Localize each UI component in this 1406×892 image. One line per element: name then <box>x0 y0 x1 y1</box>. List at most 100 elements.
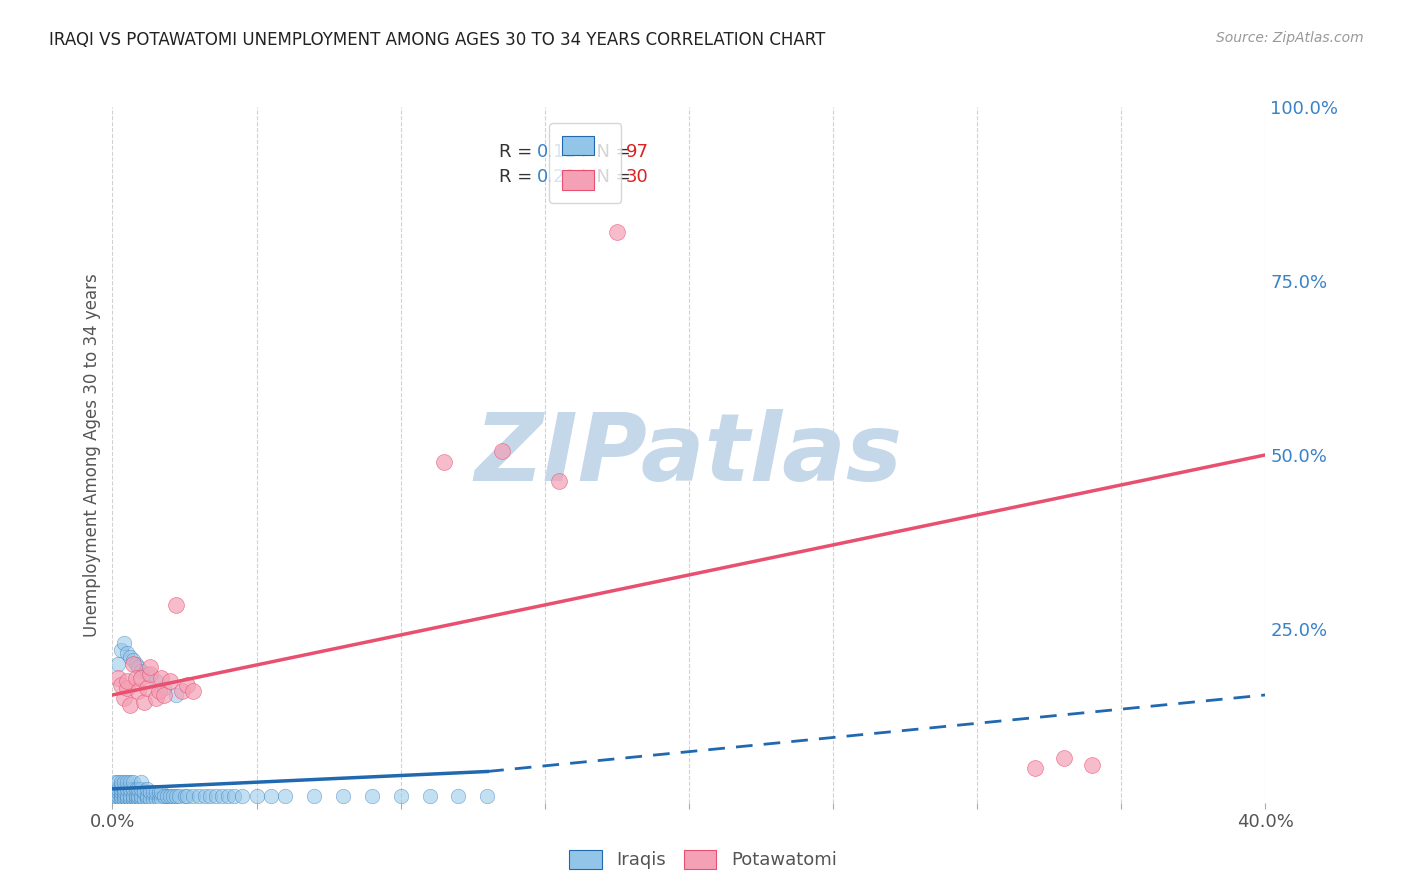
Point <box>107 657 129 671</box>
Point <box>136 792 159 806</box>
Point <box>188 789 211 803</box>
Point <box>153 688 176 702</box>
Point <box>447 789 470 803</box>
Point <box>118 649 141 664</box>
Point <box>127 792 149 806</box>
Point <box>246 789 269 803</box>
Point <box>118 775 141 789</box>
Point <box>231 789 253 803</box>
Point <box>124 792 146 806</box>
Point <box>150 785 173 799</box>
Point <box>115 674 138 689</box>
Point <box>115 789 138 803</box>
Text: N =: N = <box>585 168 637 186</box>
Point <box>475 789 499 803</box>
Point <box>110 642 132 657</box>
Text: 0.124: 0.124 <box>537 144 588 161</box>
Text: Source: ZipAtlas.com: Source: ZipAtlas.com <box>1216 31 1364 45</box>
Point <box>129 792 153 806</box>
Point <box>112 691 135 706</box>
Text: 30: 30 <box>626 168 648 186</box>
Point <box>145 792 167 806</box>
Point <box>121 653 143 667</box>
Point <box>176 677 198 691</box>
Point <box>1053 750 1076 764</box>
Point <box>217 789 239 803</box>
Point <box>153 681 176 695</box>
Point <box>150 671 173 685</box>
Point <box>115 792 138 806</box>
Point <box>121 781 143 796</box>
Point <box>110 778 132 793</box>
Point <box>194 789 217 803</box>
Point <box>121 792 143 806</box>
Point <box>136 667 159 681</box>
Point <box>124 781 146 796</box>
Point <box>181 789 204 803</box>
Point <box>274 789 297 803</box>
Point <box>115 681 138 695</box>
Point <box>112 792 135 806</box>
Point <box>104 775 127 789</box>
Point <box>360 789 382 803</box>
Point <box>112 775 135 789</box>
Point <box>139 660 162 674</box>
Point <box>156 789 179 803</box>
Point <box>107 671 129 685</box>
Point <box>121 775 143 789</box>
Point <box>110 775 132 789</box>
Text: R =: R = <box>499 168 537 186</box>
Point <box>419 789 441 803</box>
Y-axis label: Unemployment Among Ages 30 to 34 years: Unemployment Among Ages 30 to 34 years <box>83 273 101 637</box>
Text: 0.294: 0.294 <box>537 168 588 186</box>
Point <box>1081 757 1104 772</box>
Point <box>124 789 146 803</box>
Point <box>139 667 162 681</box>
Point <box>433 455 456 469</box>
Point <box>222 789 245 803</box>
Point <box>136 681 159 695</box>
Point <box>205 789 228 803</box>
Point <box>107 789 129 803</box>
Point <box>148 785 170 799</box>
Point <box>115 646 138 660</box>
Point <box>134 695 156 709</box>
Point <box>129 789 153 803</box>
Legend: , : , <box>550 123 621 202</box>
Point <box>139 785 162 799</box>
Point <box>127 684 149 698</box>
Point <box>145 785 167 799</box>
Point <box>145 674 167 689</box>
Point <box>118 789 141 803</box>
Point <box>121 789 143 803</box>
Point <box>129 671 153 685</box>
Point <box>110 792 132 806</box>
Point <box>115 781 138 796</box>
Point <box>136 781 159 796</box>
Point <box>112 789 135 803</box>
Point <box>129 781 153 796</box>
Point <box>112 781 135 796</box>
Point <box>107 775 129 789</box>
Point <box>127 789 149 803</box>
Point <box>104 789 127 803</box>
Point <box>389 789 412 803</box>
Point <box>165 789 187 803</box>
Point <box>121 657 143 671</box>
Point <box>142 785 165 799</box>
Point <box>127 781 149 796</box>
Point <box>110 785 132 799</box>
Point <box>112 636 135 650</box>
Point <box>167 789 190 803</box>
Point <box>211 789 233 803</box>
Point <box>107 781 129 796</box>
Point <box>129 664 153 678</box>
Point <box>107 785 129 799</box>
Point <box>491 444 513 458</box>
Text: 97: 97 <box>626 144 648 161</box>
Point <box>170 684 193 698</box>
Point <box>1024 761 1046 775</box>
Point <box>260 789 283 803</box>
Point <box>150 792 173 806</box>
Text: N =: N = <box>585 144 637 161</box>
